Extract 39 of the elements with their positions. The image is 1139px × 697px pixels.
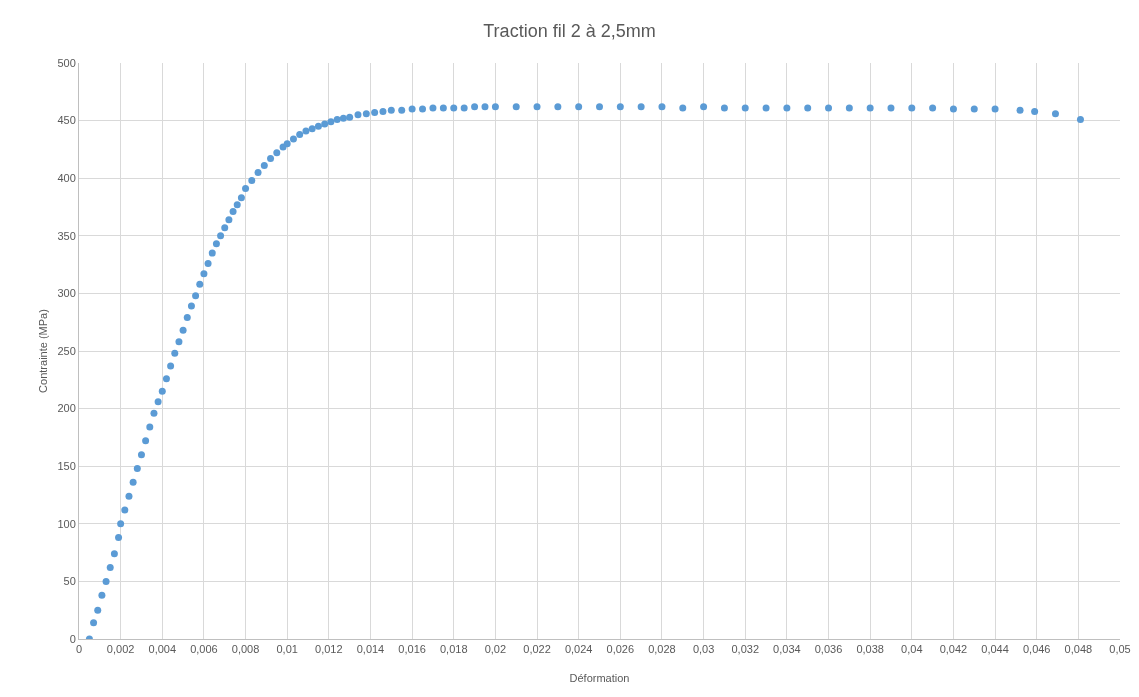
y-tick-label: 0 xyxy=(69,632,76,645)
y-tick-label: 100 xyxy=(57,517,76,530)
x-tick-label: 0,042 xyxy=(939,643,968,656)
x-tick-label: 0,032 xyxy=(731,643,760,656)
x-tick-label: 0,018 xyxy=(439,643,468,656)
x-tick-label: 0,04 xyxy=(901,643,923,656)
x-tick-label: 0,028 xyxy=(648,643,676,656)
x-tick-label: 0,024 xyxy=(564,643,593,656)
x-tick-label: 0,044 xyxy=(981,643,1009,656)
x-tick-label: 0,03 xyxy=(692,643,715,656)
x-tick-label: 0,002 xyxy=(106,643,135,656)
y-tick-label: 300 xyxy=(57,287,76,300)
x-tick-label: 0,034 xyxy=(773,643,801,656)
x-tick-label: 0,016 xyxy=(398,643,426,656)
x-tick-label: 0,038 xyxy=(856,643,884,656)
x-tick-label: 0,05 xyxy=(1109,643,1131,656)
y-tick-label: 450 xyxy=(57,114,76,127)
x-tick-label: 0,036 xyxy=(814,643,843,656)
x-tick-label: 0,008 xyxy=(231,643,260,656)
y-tick-label: 150 xyxy=(57,460,76,473)
y-tick-label: 500 xyxy=(57,56,76,69)
y-tick-label: 250 xyxy=(57,344,76,357)
x-tick-label: 0,01 xyxy=(276,643,298,656)
x-tick-label: 0,006 xyxy=(190,643,218,656)
y-tick-label: 50 xyxy=(63,575,76,588)
x-tick-label: 0,02 xyxy=(484,643,507,656)
x-tick-label: 0,022 xyxy=(523,643,551,656)
y-tick-label: 400 xyxy=(57,172,76,185)
chart-title: Traction fil 2 à 2,5mm xyxy=(483,20,656,41)
x-axis-title: Déformation xyxy=(569,672,630,684)
x-tick-label: 0,048 xyxy=(1064,643,1093,656)
x-tick-label: 0,026 xyxy=(606,643,635,656)
x-tick-label: 0,004 xyxy=(148,643,177,656)
y-axis-title: Contrainte (MPa) xyxy=(37,309,49,393)
y-tick-label: 200 xyxy=(57,402,76,415)
x-tick-label: 0,014 xyxy=(356,643,385,656)
y-tick-label: 350 xyxy=(57,229,76,242)
x-tick-label: 0,046 xyxy=(1022,643,1051,656)
x-tick-label: 0,012 xyxy=(315,643,343,656)
